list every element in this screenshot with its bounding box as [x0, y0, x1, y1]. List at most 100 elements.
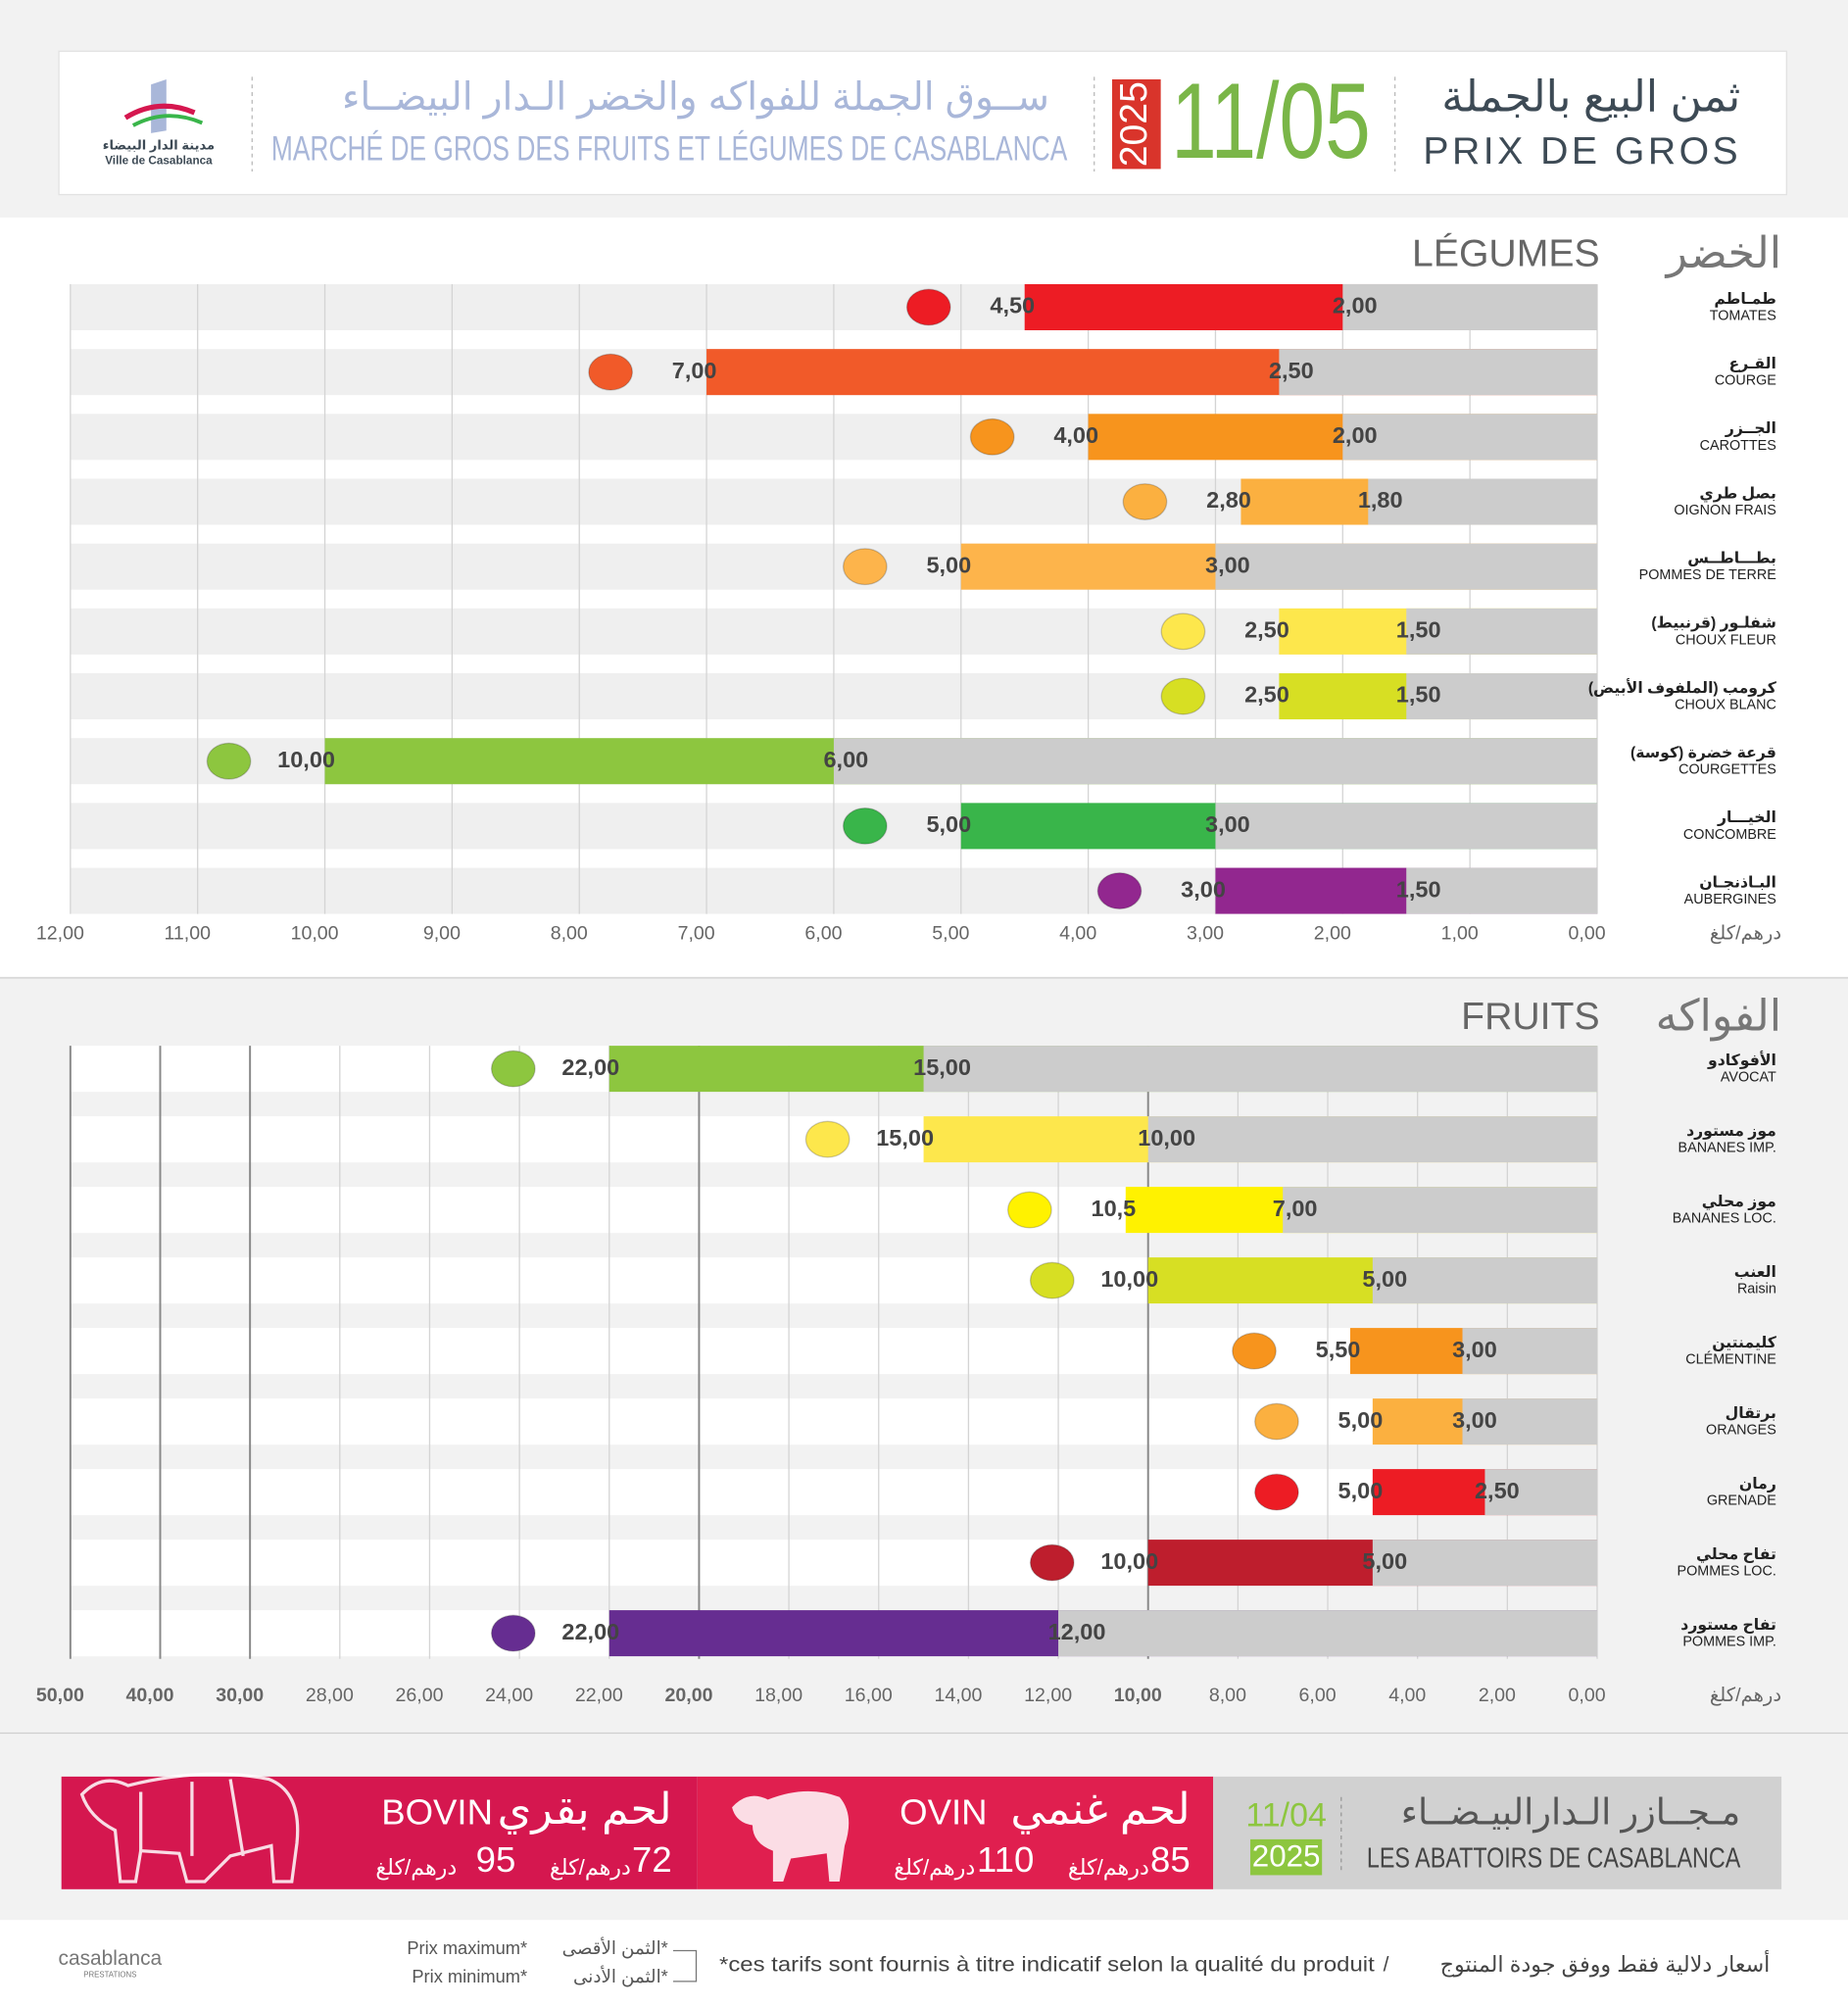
category: BANANES LOC. [1673, 1211, 1776, 1227]
x-tick-label: 3,00 [1187, 923, 1224, 945]
meat-date: 11/04 [1245, 1797, 1326, 1835]
value-label-max: 5,00 [1338, 1407, 1384, 1433]
value-label-max: 3,00 [1181, 876, 1226, 902]
x-tick-label: 22,00 [575, 1685, 623, 1706]
meat-year: 2025 [1252, 1839, 1321, 1874]
value-label-max: 7,00 [672, 358, 717, 383]
bar-min [1058, 1610, 1598, 1657]
x-tick-label: 10,00 [1114, 1685, 1162, 1706]
product-icon [1160, 612, 1206, 651]
value-label-max: 10,5 [1092, 1196, 1137, 1221]
footer-note-ar: أسعار دلالية فقط ووفق جودة المنتوج [1440, 1950, 1771, 1978]
value-label-min: 1,50 [1396, 682, 1441, 708]
meat-title-ar: مـجــازر الـدارالبيـضــاء [1401, 1792, 1741, 1834]
x-tick-label: 12,00 [1024, 1685, 1072, 1706]
x-tick-label: 16,00 [845, 1685, 893, 1706]
logo [123, 79, 204, 133]
value-label-min: 3,00 [1452, 1407, 1497, 1433]
meat-unit: درهم/كلغ [1068, 1855, 1149, 1881]
value-label-min: 1,80 [1358, 487, 1403, 513]
row-stripe [70, 1469, 1598, 1516]
category: CHOUX BLANC [1675, 697, 1776, 712]
bar-min [1342, 414, 1598, 461]
section-title: LÉGUMES [1412, 233, 1600, 275]
product-icon [842, 807, 888, 845]
value-label-max: 10,00 [1100, 1266, 1158, 1292]
market-ar: ســوق الجملة للفواكه والخضر الـدار البيض… [342, 76, 1049, 120]
value-label-min: 2,50 [1269, 358, 1314, 383]
value-label-max: 5,00 [926, 811, 971, 837]
category: POMMES LOC. [1678, 1564, 1776, 1580]
meat-name-ar: لحم بقري [498, 1786, 672, 1835]
value-label-min: 1,50 [1396, 617, 1441, 643]
sheep-icon [732, 1790, 850, 1882]
category: COURGETTES [1678, 762, 1776, 778]
bar-min [1147, 1116, 1598, 1163]
footer-note: *ces tarifs sont fournis à titre indicat… [719, 1954, 1375, 1977]
category-ar: بصل طري [1699, 485, 1775, 503]
legend-max-ar: الثمن الأقصى* [562, 1936, 668, 1959]
category: POMMES IMP. [1682, 1635, 1775, 1650]
x-tick-label: 4,00 [1388, 1685, 1426, 1706]
section-title-ar: الفواكه [1656, 992, 1782, 1041]
x-tick-label: 7,00 [678, 923, 715, 945]
category-ar: الخيـــار [1717, 809, 1776, 826]
category-ar: قرعة خضرة (كوسة) [1630, 745, 1776, 761]
category: OIGNON FRAIS [1674, 503, 1776, 518]
axis-unit: درهم/كلغ [1710, 1685, 1781, 1706]
year: 2025 [1113, 81, 1155, 167]
meat-name: OVIN [900, 1792, 987, 1833]
cow-icon [79, 1772, 300, 1884]
bar-min [1215, 543, 1598, 590]
value-label-min: 1,50 [1396, 876, 1441, 902]
value-label-min: 3,00 [1452, 1337, 1497, 1362]
logo-ar: مدينة الدار البيضاء [103, 137, 215, 152]
x-tick-label: 8,00 [1209, 1685, 1246, 1706]
value-label-max: 10,00 [1100, 1548, 1158, 1574]
value-label-max: 5,00 [1338, 1478, 1384, 1503]
x-tick-label: 0,00 [1569, 923, 1606, 945]
product-icon [969, 417, 1015, 456]
value-label-max: 15,00 [876, 1125, 934, 1150]
x-tick-label: 6,00 [1299, 1685, 1337, 1706]
value-label-min: 10,00 [1138, 1125, 1195, 1150]
meat-unit: درهم/كلغ [375, 1855, 457, 1881]
bar-min [1283, 1187, 1598, 1234]
category: CAROTTES [1700, 438, 1776, 454]
chart-background [0, 218, 1848, 972]
value-label-min: 2,00 [1333, 293, 1378, 318]
meat-min: 72 [632, 1839, 672, 1880]
category: AUBERGINES [1684, 892, 1776, 907]
product-icon [1254, 1402, 1299, 1441]
bar-min [1215, 803, 1598, 850]
category: POMMES DE TERRE [1639, 567, 1776, 583]
value-label-min: 7,00 [1273, 1196, 1318, 1221]
header-box [58, 50, 1787, 196]
x-tick-label: 40,00 [126, 1685, 174, 1706]
value-label-max: 5,50 [1316, 1337, 1361, 1362]
x-tick-label: 10,00 [291, 923, 339, 945]
category-ar: كليمنتين [1712, 1335, 1777, 1351]
product-icon [206, 742, 252, 780]
year-box [1111, 79, 1161, 170]
category-ar: برتقال [1726, 1405, 1776, 1422]
product-icon [804, 1120, 851, 1158]
category-ar: بطـــاطــس [1687, 550, 1776, 566]
x-tick-label: 30,00 [216, 1685, 264, 1706]
meat-max: 95 [476, 1839, 516, 1880]
value-label-min: 15,00 [913, 1054, 971, 1080]
category-ar: موز مستورد [1686, 1123, 1776, 1140]
category: Raisin [1737, 1282, 1776, 1297]
x-tick-label: 50,00 [36, 1685, 84, 1706]
value-label-min: 3,00 [1205, 552, 1250, 577]
bar-min [923, 1046, 1598, 1093]
value-label-min: 5,00 [1362, 1548, 1407, 1574]
value-label-min: 5,00 [1362, 1266, 1407, 1292]
row-stripe [70, 1398, 1598, 1445]
bar-min [1462, 1398, 1598, 1445]
x-tick-label: 24,00 [485, 1685, 533, 1706]
product-icon [1096, 872, 1143, 910]
title: PRIX DE GROS [1423, 130, 1745, 172]
